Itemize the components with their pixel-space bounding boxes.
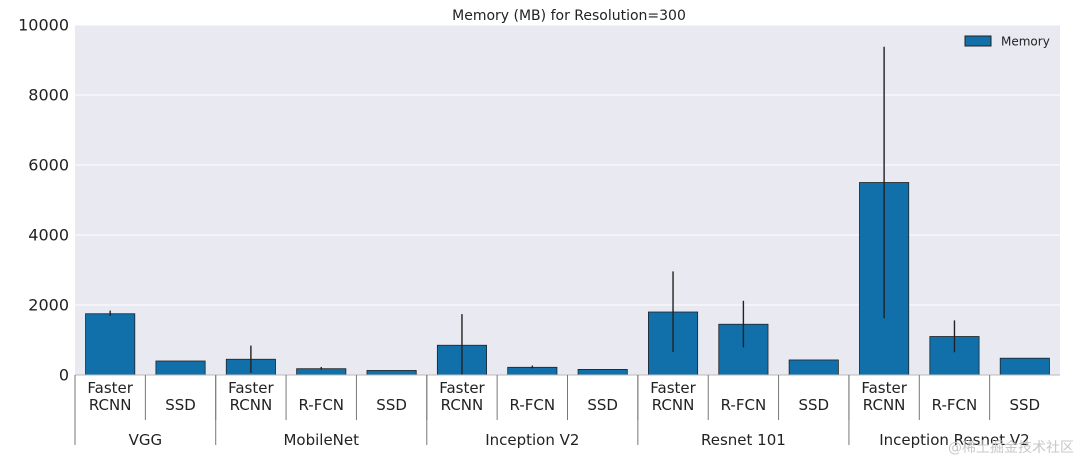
bar-label: Faster <box>439 379 485 397</box>
bar <box>366 370 417 376</box>
plot-background <box>75 25 1060 375</box>
watermark-text: @稀土掘金技术社区 <box>948 440 1074 456</box>
group-label: MobileNet <box>283 431 359 449</box>
bar <box>999 357 1050 376</box>
bar-label: SSD <box>1010 396 1041 414</box>
bar-label: Faster <box>650 379 696 397</box>
bar-label: Faster <box>228 379 274 397</box>
bar-label: R-FCN <box>510 396 556 414</box>
bar-label: RCNN <box>230 396 273 414</box>
y-tick-label: 2000 <box>28 296 69 315</box>
plot-area <box>75 25 1060 375</box>
bar-label: SSD <box>376 396 407 414</box>
bar-label: Faster <box>87 379 133 397</box>
y-tick-label: 10000 <box>18 16 69 35</box>
bar-label: R-FCN <box>932 396 978 414</box>
bar <box>577 368 628 376</box>
bar-label: RCNN <box>89 396 132 414</box>
bar-label: R-FCN <box>298 396 344 414</box>
error-bars <box>109 46 956 375</box>
group-label: VGG <box>129 431 163 449</box>
bar-label: R-FCN <box>721 396 767 414</box>
legend-swatch <box>964 35 992 47</box>
group-label: Inception Resnet V2 <box>879 431 1029 449</box>
bar-label: RCNN <box>441 396 484 414</box>
bar-label: SSD <box>798 396 829 414</box>
bar-label: Faster <box>861 379 907 397</box>
bar <box>788 359 839 376</box>
bar <box>155 360 206 376</box>
bar <box>507 366 558 376</box>
chart-title: Memory (MB) for Resolution=300 <box>452 8 686 24</box>
bar-label: RCNN <box>652 396 695 414</box>
y-tick-label: 8000 <box>28 86 69 105</box>
y-tick-label: 6000 <box>28 156 69 175</box>
group-label: Resnet 101 <box>701 431 786 449</box>
y-tick-label: 4000 <box>28 226 69 245</box>
bar-label: SSD <box>165 396 196 414</box>
bar-label: SSD <box>587 396 618 414</box>
y-axis-ticks: 0 2000 4000 6000 8000 10000 <box>18 16 69 385</box>
bar-label: RCNN <box>863 396 906 414</box>
bar <box>85 313 136 376</box>
legend: Memory <box>964 35 1050 49</box>
y-tick-label: 0 <box>59 366 69 385</box>
group-label: Inception V2 <box>485 431 579 449</box>
legend-label-memory: Memory <box>1001 35 1050 49</box>
